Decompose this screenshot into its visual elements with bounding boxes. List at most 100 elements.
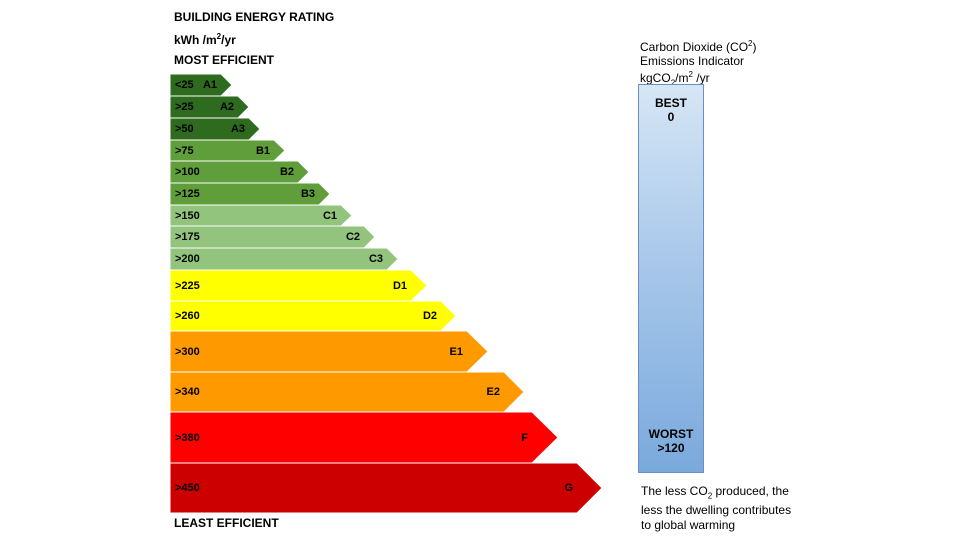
rating-grade: D2 (422, 310, 437, 322)
co2-title-line2: Emissions Indicator (640, 54, 745, 68)
rating-arrow-f (170, 412, 558, 463)
co2-note-part2: produced, the less the dwelling contribu… (641, 484, 792, 533)
rating-band-e2: >340 E2 (170, 372, 524, 412)
co2-indicator-bar: BEST 0 WORST >120 (638, 84, 704, 473)
rating-range: >200 (175, 253, 200, 265)
rating-grade: B2 (279, 166, 294, 178)
rating-range: >175 (175, 231, 200, 243)
co2-title-sub1: 2 (748, 39, 753, 48)
rating-range: >300 (175, 345, 200, 358)
rating-grade: E1 (449, 345, 463, 358)
rating-arrow-shape (170, 412, 558, 463)
co2-worst: WORST >120 (639, 427, 703, 455)
rating-arrow-shape (170, 140, 285, 161)
rating-arrow-d1 (170, 270, 427, 301)
unit-suffix: /yr (221, 33, 236, 47)
rating-arrow-b2 (170, 161, 309, 183)
rating-arrow-shape (170, 183, 330, 205)
rating-arrow-a3 (170, 118, 260, 140)
rating-band-d1: >225 D1 (170, 270, 427, 301)
co2-worst-label: WORST (648, 427, 694, 441)
co2-note-sub: 2 (707, 491, 713, 501)
rating-range: >25 (175, 101, 194, 113)
rating-arrow-e1 (170, 331, 488, 372)
rating-band-b2: >100 B2 (170, 161, 309, 183)
rating-arrow-g (170, 463, 602, 513)
co2-title-end1: ) (752, 40, 757, 54)
rating-arrow-b3 (170, 183, 330, 205)
co2-title-line1: Carbon Dioxide (CO2) (640, 37, 757, 54)
co2-title-text3: kgCO (640, 71, 671, 85)
rating-arrow-d2 (170, 301, 456, 331)
rating-range: >380 (175, 431, 200, 444)
unit-label: kWh /m2/yr (174, 32, 236, 47)
rating-arrow-a2 (170, 96, 249, 118)
rating-band-f: >380 F (170, 412, 558, 463)
co2-title-end3: /yr (692, 71, 710, 85)
rating-arrow-shape (170, 301, 456, 331)
rating-grade: B1 (255, 144, 270, 157)
rating-arrow-c1 (170, 205, 352, 226)
rating-band-e1: >300 E1 (170, 331, 488, 372)
rating-arrow-shape (170, 372, 524, 412)
rating-arrow-shape (170, 248, 398, 270)
rating-range: <25 (175, 79, 194, 91)
co2-note: The less CO2 produced, the less the dwel… (641, 484, 801, 533)
co2-note-part1: The less CO (641, 484, 708, 498)
rating-band-g: >450 G (170, 463, 602, 513)
rating-grade: F (521, 431, 528, 444)
rating-band-c3: >200 C3 (170, 248, 398, 270)
least-efficient-label: LEAST EFFICIENT (174, 516, 279, 530)
rating-arrow-c2 (170, 226, 375, 248)
co2-title-line3: kgCO2/m2 /yr (640, 68, 757, 90)
rating-band-c1: >150 C1 (170, 205, 352, 226)
co2-best-value: 0 (667, 110, 675, 124)
rating-range: >100 (175, 166, 200, 178)
rating-range: >260 (175, 310, 200, 322)
co2-title: Carbon Dioxide (CO2) Emissions Indicator… (640, 37, 757, 90)
most-efficient-label: MOST EFFICIENT (174, 53, 274, 67)
rating-range: >450 (175, 482, 200, 494)
rating-grade: B3 (300, 188, 315, 200)
rating-arrow-shape (170, 205, 352, 226)
rating-band-d2: >260 D2 (170, 301, 456, 331)
rating-arrow-shape (170, 270, 427, 301)
co2-best-label: BEST (654, 96, 687, 110)
rating-range: >75 (175, 144, 194, 157)
rating-range: >125 (175, 188, 200, 200)
rating-arrow-shape (170, 463, 602, 513)
rating-grade: C1 (322, 209, 337, 222)
rating-arrow-shape (170, 331, 488, 372)
rating-arrow-b1 (170, 140, 285, 161)
rating-grade: E2 (486, 386, 500, 398)
rating-grade: D1 (392, 279, 407, 292)
rating-range: >50 (175, 123, 194, 135)
rating-band-a2: >25 A2 (170, 96, 249, 118)
co2-title-text1: Carbon Dioxide (CO (640, 40, 749, 54)
rating-range: >340 (175, 386, 200, 398)
rating-arrow-shape (170, 161, 309, 183)
rating-arrow-c3 (170, 248, 398, 270)
rating-range: >225 (175, 279, 200, 292)
unit-prefix: kWh /m (174, 33, 217, 47)
rating-arrow-a1 (170, 74, 232, 96)
rating-arrow-e2 (170, 372, 524, 412)
rating-arrow-shape (170, 74, 232, 96)
unit-exponent: 2 (216, 32, 222, 41)
rating-grade: A3 (230, 123, 245, 135)
rating-grade: C2 (345, 231, 360, 243)
rating-grade: A2 (219, 101, 234, 113)
co2-title-sub3: 2 (670, 78, 676, 88)
rating-band-a3: >50 A3 (170, 118, 260, 140)
co2-title-mid3: /m (675, 71, 689, 85)
co2-best: BEST 0 (639, 96, 703, 124)
co2-worst-value: >120 (657, 441, 685, 455)
rating-range: >150 (175, 209, 200, 222)
rating-grade: A1 (202, 79, 217, 91)
rating-band-a1: <25 A1 (170, 74, 232, 96)
rating-arrow-shape (170, 96, 249, 118)
rating-grade: G (564, 482, 573, 494)
rating-band-c2: >175 C2 (170, 226, 375, 248)
rating-band-b1: >75 B1 (170, 140, 285, 161)
